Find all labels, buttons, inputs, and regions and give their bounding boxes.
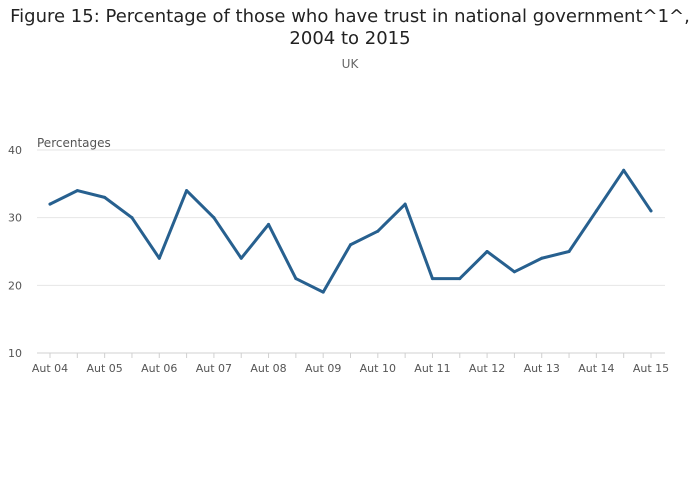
x-tick-label-aut-15: Aut 15 <box>633 362 669 375</box>
data-point <box>403 202 407 206</box>
data-point <box>48 202 52 206</box>
y-axis-label: Percentages <box>37 136 111 150</box>
data-point <box>512 270 516 274</box>
data-point <box>321 290 325 294</box>
data-point <box>75 189 79 193</box>
y-axis: 10 20 30 40 <box>8 144 22 360</box>
data-point <box>349 243 352 247</box>
data-point <box>376 229 380 233</box>
data-point <box>567 250 571 253</box>
data-point <box>157 256 161 260</box>
data-point <box>430 277 434 281</box>
x-tick-label-aut-09: Aut 09 <box>305 362 341 375</box>
data-point <box>622 168 626 172</box>
x-tick-label-aut-07: Aut 07 <box>196 362 232 375</box>
x-tick-labels: Aut 04 Aut 05 Aut 06 Aut 07 Aut 08 Aut 09 Aut … <box>32 362 669 375</box>
y-tick-label-10: 10 <box>8 347 22 360</box>
x-tick-label-aut-05: Aut 05 <box>86 362 122 375</box>
data-point <box>130 216 134 220</box>
chart-title: Figure 15: Percentage of those who have … <box>0 6 700 50</box>
series <box>48 168 653 294</box>
x-tick-label-aut-04: Aut 04 <box>32 362 68 375</box>
y-tick-label-20: 20 <box>8 279 22 292</box>
x-tick-label-aut-13: Aut 13 <box>524 362 560 375</box>
data-point <box>458 277 462 281</box>
x-tick-label-aut-14: Aut 14 <box>578 362 614 375</box>
y-tick-label-30: 30 <box>8 212 22 225</box>
data-point <box>267 222 271 226</box>
data-point <box>103 195 107 199</box>
chart-title-line-1: Figure 15: Percentage of those who have … <box>10 6 690 27</box>
x-tick-label-aut-06: Aut 06 <box>141 362 177 375</box>
x-tick-label-aut-11: Aut 11 <box>414 362 450 375</box>
x-tick-label-aut-10: Aut 10 <box>360 362 396 375</box>
data-point <box>212 216 216 220</box>
chart-title-line-2: 2004 to 2015 <box>289 28 411 49</box>
x-tick-label-aut-08: Aut 08 <box>250 362 286 375</box>
chart-subtitle: UK <box>341 57 359 71</box>
data-point <box>185 189 189 193</box>
gridlines <box>37 149 665 286</box>
data-point <box>294 277 298 281</box>
x-tick-label-aut-12: Aut 12 <box>469 362 505 375</box>
series-line-0 <box>48 168 653 294</box>
data-point <box>540 256 544 260</box>
data-point <box>239 256 243 260</box>
data-point <box>485 250 489 253</box>
data-point <box>649 209 653 213</box>
x-axis <box>37 352 665 358</box>
y-tick-label-40: 40 <box>8 144 22 157</box>
data-point <box>594 209 598 213</box>
